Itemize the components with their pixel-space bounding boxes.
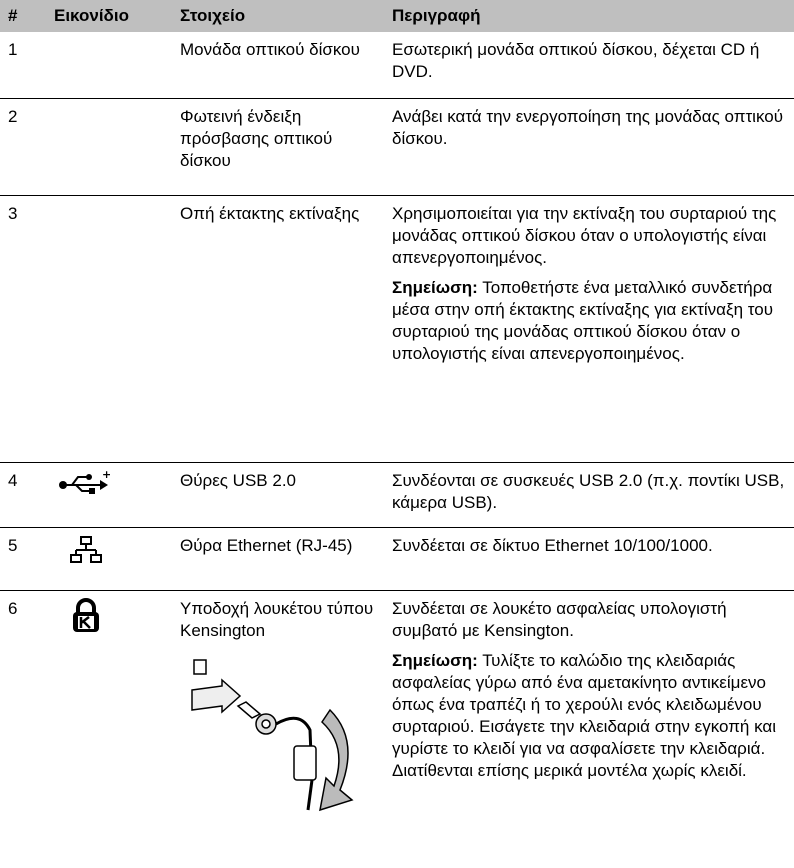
number: 6	[8, 598, 18, 618]
svg-text:+: +	[102, 470, 110, 481]
note-label: Σημείωση:	[392, 277, 478, 297]
row: 2 Φωτεινή ένδειξη πρόσβασης οπτικού δίσκ…	[0, 98, 794, 196]
header-cell: Περιγραφή	[380, 0, 794, 32]
row: 5 Θύρα Ethernet (RJ-45) Συνδέεται σε δίκ…	[0, 527, 794, 591]
number: 2	[0, 98, 48, 196]
description-cell: Χρησιμοποιείται για την εκτίναξη του συρ…	[380, 195, 794, 463]
icon-cell	[48, 195, 170, 463]
description: Ανάβει κατά την ενεργοποίηση της μονάδας…	[392, 106, 783, 148]
ethernet-icon	[70, 535, 102, 563]
description: Χρησιμοποιείται για την εκτίναξη του συρ…	[392, 203, 777, 267]
note: Σημείωση: Τοποθετήστε ένα μεταλλικό συνδ…	[392, 277, 790, 365]
description-cell: Συνδέεται σε δίκτυο Ethernet 10/100/1000…	[380, 527, 794, 591]
note: Σημείωση: Τυλίξτε το καλώδιο της κλειδαρ…	[392, 650, 790, 782]
description-cell: Συνδέεται σε λουκέτο ασφαλείας υπολογιστ…	[380, 590, 794, 828]
description: Συνδέεται σε δίκτυο Ethernet 10/100/1000…	[392, 535, 713, 555]
item: Θύρα Ethernet (RJ-45)	[170, 527, 380, 591]
note-text: Τυλίξτε το καλώδιο της κλειδαριάς ασφαλε…	[392, 650, 777, 780]
row: 4 + Θύρες USB 2.0 Συνδέονται σε συσκευές…	[0, 462, 794, 528]
header-cell: Εικονίδιο	[48, 0, 170, 32]
item: Φωτεινή ένδειξη πρόσβασης οπτικού δίσκου	[170, 98, 380, 196]
icon-cell	[48, 32, 170, 99]
table-body: 1 Μονάδα οπτικού δίσκου Εσωτερική μονάδα…	[0, 32, 794, 828]
usb-icon: +	[59, 470, 110, 494]
item: Οπή έκτακτης εκτίναξης	[170, 195, 380, 463]
kensington-icon	[73, 597, 99, 632]
table-header: # Εικονίδιο Στοιχείο Περιγραφή	[0, 0, 794, 32]
icon-cell	[48, 527, 170, 591]
description-cell: Ανάβει κατά την ενεργοποίηση της μονάδας…	[380, 98, 794, 196]
number: 5	[0, 527, 48, 591]
note-label: Σημείωση:	[392, 650, 478, 670]
row: 3 Οπή έκτακτης εκτίναξης Χρησιμοποιείται…	[0, 195, 794, 463]
number: 4	[0, 462, 48, 528]
number: 1	[0, 32, 48, 99]
item: Θύρες USB 2.0	[170, 462, 380, 528]
icon-cell: +	[48, 462, 170, 528]
description: Συνδέεται σε λουκέτο ασφαλείας υπολογιστ…	[392, 598, 727, 640]
item: Μονάδα οπτικού δίσκου	[170, 32, 380, 99]
item-cell: Υποδοχή λουκέτου τύπου Kensington	[170, 590, 380, 828]
row: 1 Μονάδα οπτικού δίσκου Εσωτερική μονάδα…	[0, 32, 794, 99]
header-cell: #	[0, 0, 48, 32]
item: Υποδοχή λουκέτου τύπου Kensington	[180, 598, 374, 640]
header-cell: Στοιχείο	[170, 0, 380, 32]
description-cell: Εσωτερική μονάδα οπτικού δίσκου, δέχεται…	[380, 32, 794, 99]
header-row: # Εικονίδιο Στοιχείο Περιγραφή	[0, 0, 794, 32]
spec-table: # Εικονίδιο Στοιχείο Περιγραφή 1 Μονάδα …	[0, 0, 794, 828]
description: Συνδέονται σε συσκευές USB 2.0 (π.χ. πον…	[392, 470, 785, 512]
description: Εσωτερική μονάδα οπτικού δίσκου, δέχεται…	[392, 40, 760, 81]
icon-cell	[48, 98, 170, 196]
row: 6 Υποδοχή λουκέτου τύπου Kensington Συνδ…	[0, 590, 794, 828]
kensington-illustration	[191, 658, 354, 811]
description-cell: Συνδέονται σε συσκευές USB 2.0 (π.χ. πον…	[380, 462, 794, 528]
note-text: Τοποθετήστε ένα μεταλλικό συνδετήρα μέσα…	[392, 277, 774, 363]
icon-cell	[48, 590, 170, 828]
number: 3	[0, 195, 48, 463]
